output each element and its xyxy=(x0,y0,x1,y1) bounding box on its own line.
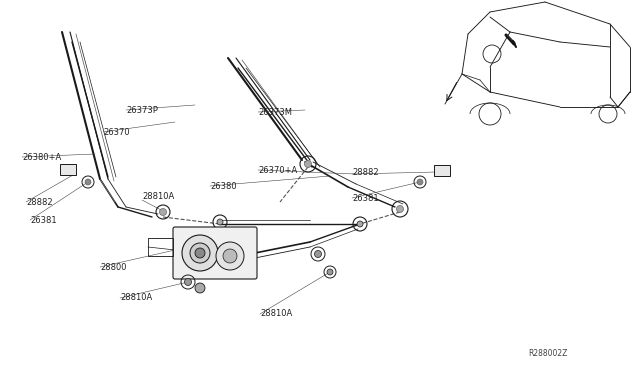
Circle shape xyxy=(190,243,210,263)
Text: 26370: 26370 xyxy=(103,128,130,137)
Bar xyxy=(60,164,76,175)
Circle shape xyxy=(397,205,403,212)
Text: 28882: 28882 xyxy=(352,167,379,176)
Text: 26373M: 26373M xyxy=(258,108,292,116)
Circle shape xyxy=(85,179,91,185)
Circle shape xyxy=(182,235,218,271)
Circle shape xyxy=(184,279,191,285)
Circle shape xyxy=(314,250,321,257)
Text: 26373P: 26373P xyxy=(126,106,158,115)
Circle shape xyxy=(357,221,363,227)
Bar xyxy=(434,165,450,176)
Circle shape xyxy=(195,283,205,293)
Circle shape xyxy=(417,179,423,185)
Circle shape xyxy=(223,249,237,263)
Text: 26370+A: 26370+A xyxy=(258,166,297,174)
Text: 26381: 26381 xyxy=(352,193,379,202)
Text: 28882: 28882 xyxy=(26,198,52,206)
Circle shape xyxy=(195,248,205,258)
Text: 26380+A: 26380+A xyxy=(22,153,61,161)
Text: 28810A: 28810A xyxy=(142,192,174,201)
Circle shape xyxy=(216,242,244,270)
Text: 26381: 26381 xyxy=(30,215,56,224)
Text: 26380: 26380 xyxy=(210,182,237,190)
Text: 28800: 28800 xyxy=(100,263,127,272)
Circle shape xyxy=(159,208,166,215)
Circle shape xyxy=(327,269,333,275)
Text: 28810A: 28810A xyxy=(120,294,152,302)
Circle shape xyxy=(217,219,223,225)
FancyBboxPatch shape xyxy=(173,227,257,279)
Text: R288002Z: R288002Z xyxy=(528,350,568,359)
Text: 28810A: 28810A xyxy=(260,310,292,318)
Circle shape xyxy=(305,160,312,167)
Bar xyxy=(148,238,173,256)
